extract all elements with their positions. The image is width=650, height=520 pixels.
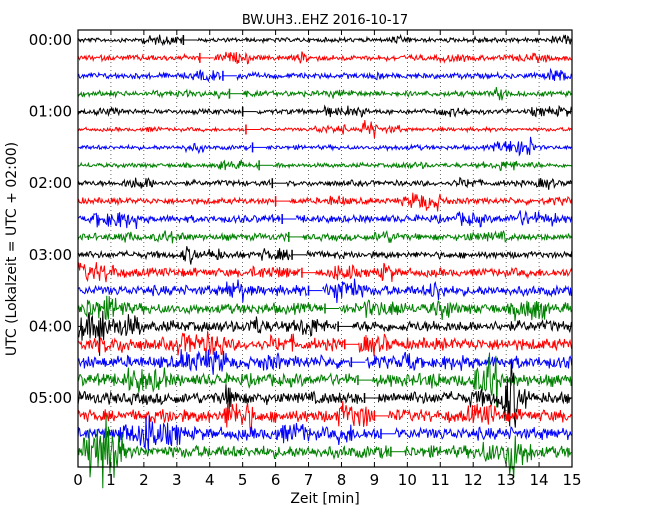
y-tick-label: 02:00 — [29, 174, 72, 192]
trace-row-6-segment-1 — [77, 125, 245, 133]
x-axis-ticks: 0 1 2 3 4 5 6 7 8 9 10 11 12 13 14 15 — [73, 30, 582, 489]
plot-frame — [77, 29, 573, 468]
trace-row-7-segment-1 — [77, 142, 252, 155]
x-tick-label: 12 — [464, 471, 483, 489]
x-tick-label: 3 — [172, 471, 182, 489]
trace-row-2-segment-2 — [213, 51, 572, 65]
trace-row-11-segment-2 — [295, 210, 572, 228]
trace-row-4-segment-1 — [77, 88, 229, 100]
x-tick-label: 10 — [398, 471, 417, 489]
trace-row-16-segment-1 — [77, 295, 324, 321]
trace-row-11-segment-1 — [77, 212, 281, 229]
trace-row-13-segment-2 — [305, 249, 573, 260]
x-tick-label: 14 — [530, 471, 549, 489]
trace-row-18-segment-2 — [358, 333, 573, 357]
trace-row-1-segment-1 — [77, 34, 183, 47]
trace-row-9-segment-2 — [285, 176, 573, 190]
trace-row-1-segment-2 — [197, 33, 573, 45]
x-tick-label: 11 — [431, 471, 450, 489]
trace-row-15-segment-2 — [322, 278, 572, 304]
x-tick-label: 1 — [106, 471, 116, 489]
x-tick-label: 8 — [337, 471, 347, 489]
y-tick-label: 05:00 — [29, 389, 72, 407]
y-axis-label: UTC (Lokalzeit = UTC + 02:00) — [4, 142, 20, 356]
x-tick-label: 15 — [562, 471, 581, 489]
trace-row-20-segment-2 — [371, 352, 573, 408]
trace-row-19-segment-2 — [365, 351, 573, 371]
trace-row-18-segment-1 — [77, 331, 345, 356]
trace-row-21-segment-1 — [77, 384, 364, 410]
trace-row-17-segment-1 — [77, 310, 337, 356]
trace-row-10-segment-1 — [77, 196, 275, 207]
chart-title: BW.UH3..EHZ 2016-10-17 — [242, 13, 408, 28]
y-tick-label: 01:00 — [29, 103, 72, 121]
seismic-traces — [77, 33, 573, 489]
trace-row-8-segment-2 — [272, 160, 572, 172]
trace-row-20-segment-1 — [77, 367, 357, 393]
trace-row-21-segment-2 — [378, 360, 572, 428]
x-tick-label: 4 — [205, 471, 215, 489]
trace-row-5-segment-1 — [77, 107, 242, 117]
y-axis-ticks: 00:00 01:00 02:00 03:00 04:00 05:00 — [29, 31, 572, 407]
trace-row-17-segment-2 — [351, 318, 572, 334]
trace-row-24-segment-2 — [404, 435, 572, 478]
trace-row-2-segment-1 — [77, 52, 200, 63]
x-tick-label: 0 — [73, 471, 83, 489]
trace-row-15-segment-1 — [77, 279, 308, 303]
x-axis-label: Zeit [min] — [290, 491, 359, 507]
trace-row-3-segment-2 — [236, 67, 572, 82]
trace-row-19-segment-1 — [77, 349, 351, 375]
trace-row-9-segment-1 — [77, 177, 272, 189]
trace-row-24-segment-1 — [77, 415, 390, 489]
x-tick-label: 13 — [497, 471, 516, 489]
x-tick-label: 5 — [238, 471, 248, 489]
trace-row-22-segment-2 — [387, 403, 573, 425]
trace-row-14-segment-2 — [315, 262, 573, 282]
trace-row-3-segment-1 — [77, 69, 222, 83]
trace-row-8-segment-1 — [77, 159, 259, 171]
x-tick-label: 2 — [139, 471, 149, 489]
trace-row-10-segment-2 — [289, 192, 573, 212]
x-tick-label: 7 — [304, 471, 314, 489]
trace-row-16-segment-2 — [338, 299, 573, 322]
trace-row-12-segment-1 — [77, 230, 289, 244]
trace-row-7-segment-2 — [266, 136, 572, 157]
trace-row-4-segment-2 — [243, 87, 572, 101]
y-tick-label: 03:00 — [29, 246, 72, 264]
x-tick-label: 9 — [370, 471, 380, 489]
trace-row-22-segment-1 — [77, 401, 374, 435]
trace-row-13-segment-1 — [77, 246, 292, 265]
trace-row-14-segment-1 — [77, 262, 301, 283]
y-tick-label: 00:00 — [29, 31, 72, 49]
trace-row-23-segment-1 — [77, 415, 381, 453]
x-tick-label: 6 — [271, 471, 281, 489]
y-tick-label: 04:00 — [29, 317, 72, 335]
trace-row-6-segment-2 — [259, 119, 573, 139]
trace-row-23-segment-2 — [394, 426, 573, 441]
trace-row-5-segment-2 — [256, 104, 573, 118]
trace-row-12-segment-2 — [302, 229, 573, 243]
